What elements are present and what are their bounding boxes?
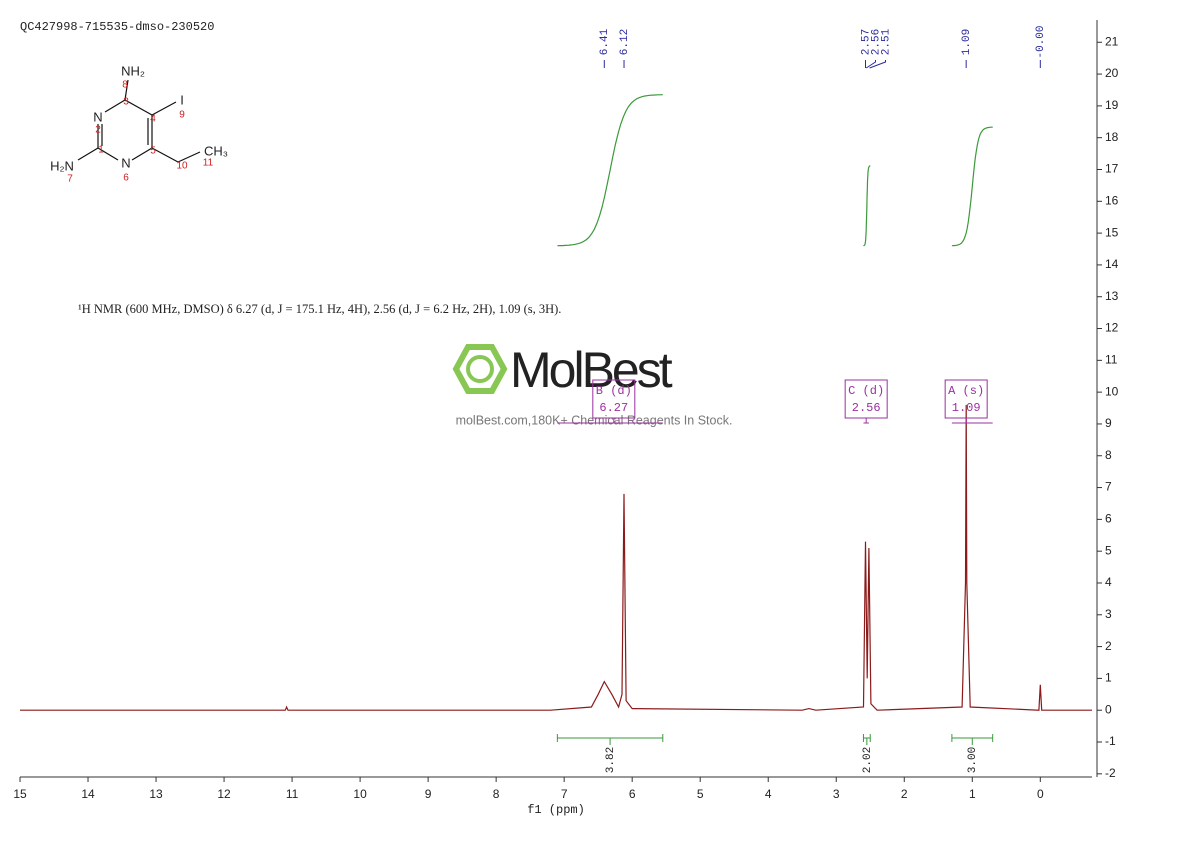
x-axis-label: f1 (ppm) [527,803,585,817]
atom-number: 2 [95,125,101,136]
multiplet-label: A (s) [948,384,984,398]
integral-curve [557,94,663,247]
y-tick-label: 7 [1105,480,1112,494]
x-tick-label: 1 [969,787,976,801]
bond [77,147,99,161]
bond [104,99,126,113]
y-tick-label: 0 [1105,702,1112,716]
atom-label: CH₃ [204,143,228,158]
peak-connector [869,60,886,69]
y-tick-label: 21 [1105,34,1119,48]
x-tick-label: 11 [286,787,299,801]
x-tick-label: 0 [1037,787,1044,801]
peak-label: 2.56 [870,29,882,55]
bond [131,147,153,161]
peak-label: 6.12 [619,29,631,55]
atom-label: N [121,155,130,170]
y-tick-label: 17 [1105,162,1119,176]
watermark-brand: MolBest [510,342,673,398]
x-tick-label: 10 [353,787,367,801]
atom-number: 7 [67,174,73,185]
watermark-logo [452,344,508,394]
bond [124,99,153,116]
integral-curve [951,126,993,247]
y-tick-label: 18 [1105,130,1119,144]
x-tick-label: 3 [833,787,840,801]
y-tick-label: -2 [1105,766,1116,780]
atom-number: 6 [123,173,129,184]
integral-label: 3.82 [605,747,617,773]
multiplet-label: B (d) [596,384,632,398]
peak-label: 2.51 [880,28,892,55]
x-tick-label: 8 [493,787,500,801]
peak-label: 6.41 [599,28,611,55]
bond [151,147,179,163]
atom-number: 3 [123,97,129,108]
y-tick-label: 8 [1105,448,1112,462]
x-tick-label: 5 [697,787,704,801]
y-tick-label: 3 [1105,607,1112,621]
y-tick-label: -1 [1105,734,1116,748]
x-tick-label: 13 [149,787,163,801]
logo-ring [466,355,494,383]
atom-number: 8 [122,80,128,91]
y-tick-label: 15 [1105,225,1119,239]
x-tick-label: 4 [765,787,772,801]
bond [177,151,201,163]
x-tick-label: 12 [217,787,231,801]
integral-curve [863,165,871,247]
atom-label: N [93,109,102,124]
integral-label: 3.00 [967,747,979,773]
x-tick-label: 9 [425,787,432,801]
y-tick-label: 12 [1105,321,1119,335]
atom-number: 9 [179,110,185,121]
y-tick-label: 1 [1105,671,1112,685]
atom-number: 4 [150,114,156,125]
atom-number: 10 [176,161,188,172]
multiplet-shift: 1.09 [952,401,981,415]
watermark-tagline: molBest.com,180K+ Chemical Reagents In S… [456,413,733,427]
multiplet-shift: 6.27 [599,401,628,415]
y-tick-label: 10 [1105,384,1119,398]
logo-hexagon [452,344,508,394]
peak-label: 2.57 [860,29,872,55]
y-tick-label: 2 [1105,639,1112,653]
multiplet-shift: 2.56 [852,401,881,415]
structure-bonds [77,79,201,163]
atom-number: 11 [203,158,214,169]
y-tick-label: 20 [1105,66,1119,80]
bond [97,147,119,161]
y-tick-label: 16 [1105,193,1119,207]
atom-number: 5 [150,146,156,157]
bond [151,101,177,116]
peak-label: 1.09 [961,29,973,55]
integral-label: 2.02 [862,747,874,773]
spectrum-line [20,404,1092,711]
y-tick-label: 13 [1105,289,1119,303]
atom-number: 1 [98,145,104,156]
y-tick-label: 19 [1105,98,1119,112]
x-tick-label: 6 [629,787,636,801]
y-tick-label: 5 [1105,543,1112,557]
atom-label: NH₂ [121,63,145,78]
chart-title: QC427998-715535-dmso-230520 [20,20,214,34]
x-tick-label: 15 [13,787,27,801]
y-tick-label: 9 [1105,416,1112,430]
y-tick-label: 4 [1105,575,1112,589]
peak-label: -0.00 [1035,25,1047,58]
bond [124,79,129,101]
peak-connector [865,60,876,69]
x-tick-label: 2 [901,787,908,801]
x-tick-label: 14 [81,787,95,801]
y-tick-label: 14 [1105,257,1119,271]
atom-label: H₂N [50,158,74,173]
atom-label: I [180,92,184,107]
y-tick-label: 6 [1105,512,1112,526]
multiplet-label: C (d) [848,384,884,398]
x-tick-label: 7 [561,787,568,801]
y-tick-label: 11 [1105,353,1118,367]
nmr-description: ¹H NMR (600 MHz, DMSO) δ 6.27 (d, J = 17… [78,302,561,316]
